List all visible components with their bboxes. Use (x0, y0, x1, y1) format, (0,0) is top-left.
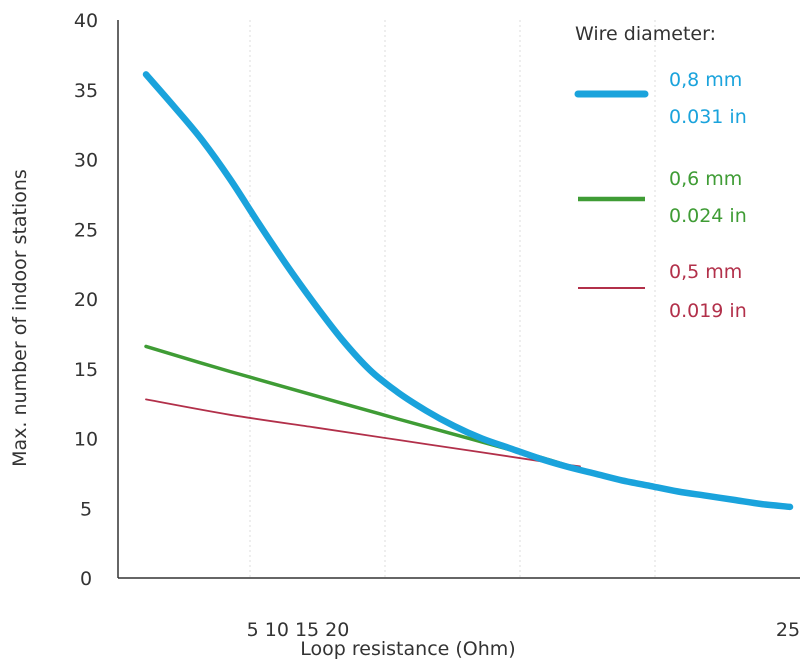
series-line-0-8mm (142, 71, 794, 511)
x-tick-label-5-10-15-20: 5 10 15 20 (247, 619, 350, 641)
y-tick-label-25: 25 (74, 219, 98, 241)
y-tick-label-10: 10 (74, 429, 98, 451)
y-tick-label-15: 15 (74, 359, 98, 381)
x-tick-label-25: 25 (776, 619, 800, 641)
legend-label-0-8mm: 0,8 mm (669, 69, 742, 91)
legend-label-0-6mm: 0,6 mm (669, 168, 742, 190)
y-tick-label-40: 40 (74, 10, 98, 32)
y-tick-label-20: 20 (74, 289, 98, 311)
legend-label-0-024in: 0.024 in (669, 205, 747, 227)
y-axis-title: Max. number of indoor stations (9, 169, 31, 467)
legend-title: Wire diameter: (575, 23, 716, 45)
y-tick-label-35: 35 (74, 80, 98, 102)
x-axis-title: Loop resistance (Ohm) (300, 638, 515, 660)
y-tick-label-5: 5 (80, 498, 92, 520)
legend-label-0-5mm: 0,5 mm (669, 261, 742, 283)
legend-label-0-019in: 0.019 in (669, 300, 747, 322)
y-tick-label-0: 0 (80, 568, 92, 590)
y-tick-labels: 0 5 10 15 20 25 30 35 40 (74, 10, 98, 590)
y-tick-label-30: 30 (74, 150, 98, 172)
series-lines (142, 71, 794, 511)
legend: Wire diameter: 0,8 mm 0.031 in 0,6 mm 0.… (574, 23, 747, 322)
legend-label-0-031in: 0.031 in (669, 106, 747, 128)
